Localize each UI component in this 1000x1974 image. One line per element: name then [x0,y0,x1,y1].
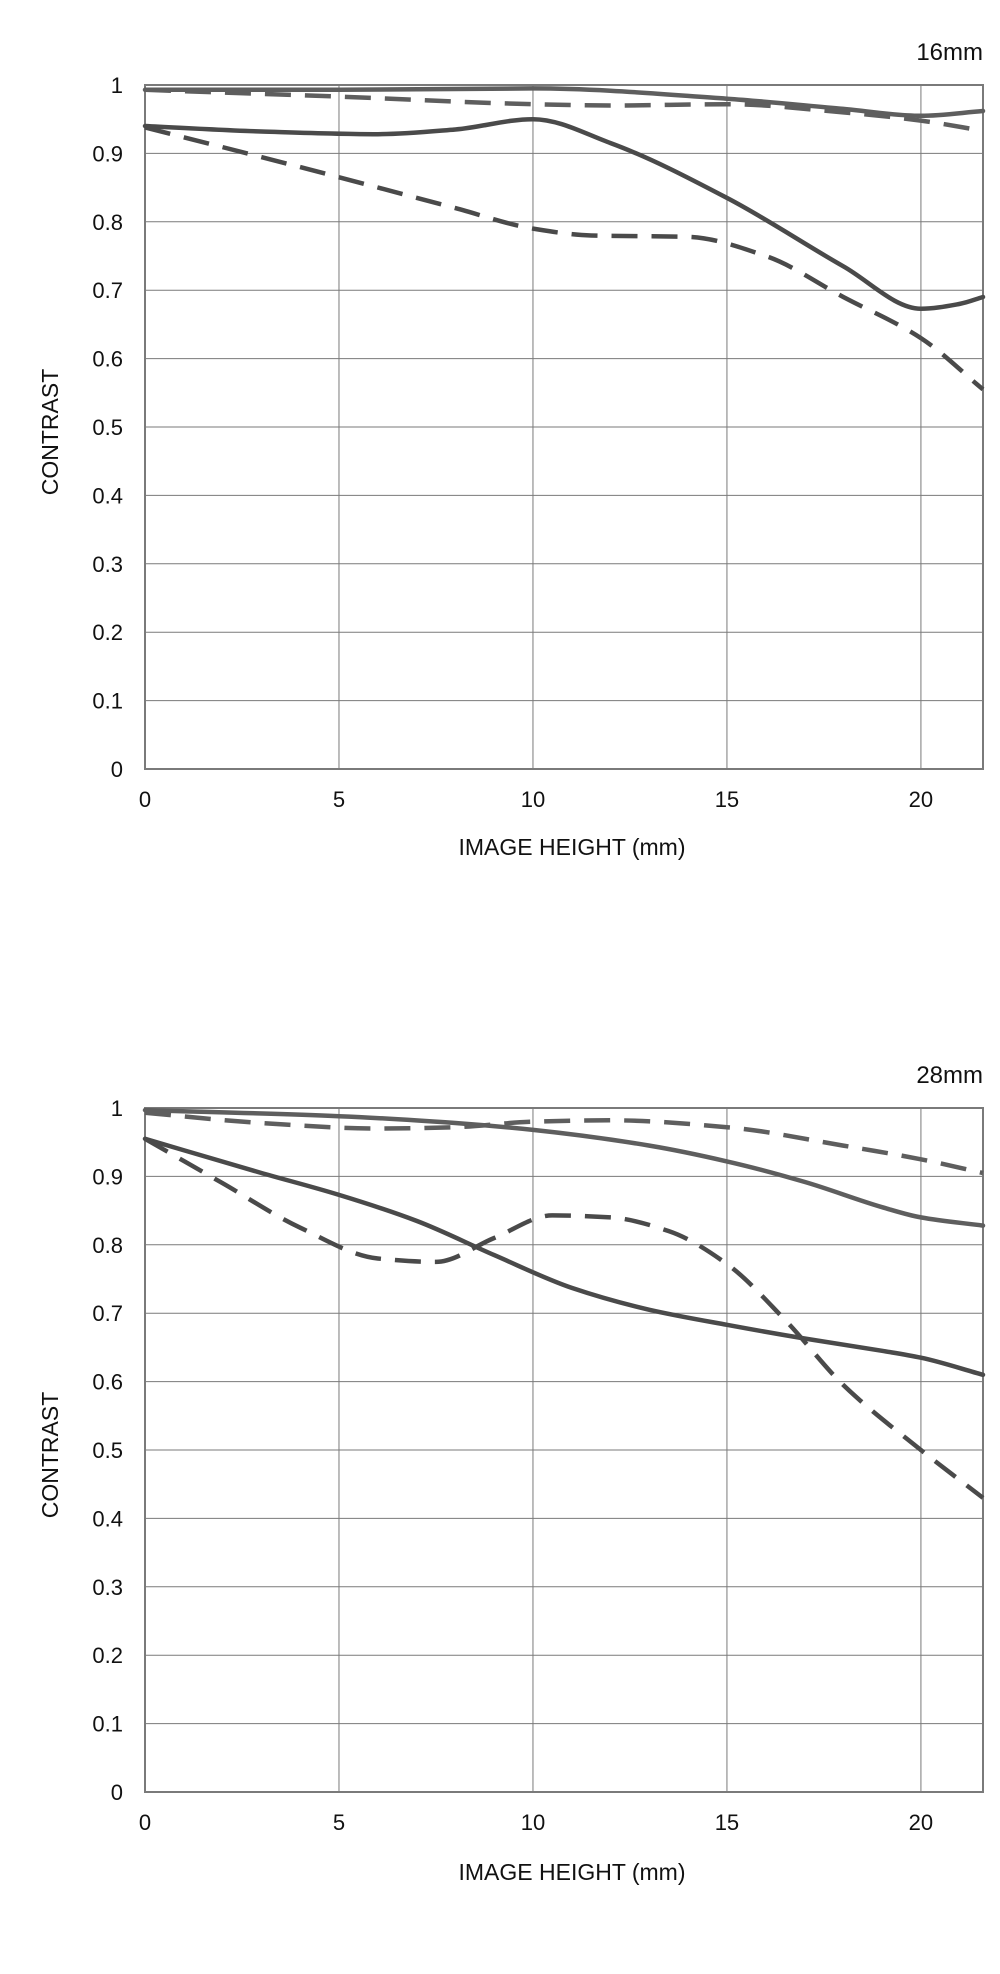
y-tick-label: 0.3 [92,552,123,577]
y-tick-label: 0.9 [92,1164,123,1189]
y-axis-title: CONTRAST [37,369,63,496]
x-axis-title: IMAGE HEIGHT (mm) [458,1859,685,1885]
y-tick-label: 1 [111,73,123,98]
series-line-4 [144,125,985,392]
series-line-3 [142,116,986,311]
y-tick-label: 0.8 [92,1233,123,1258]
series-line-4 [143,1136,985,1500]
plot-frame [144,1107,984,1793]
x-axis-title: IMAGE HEIGHT (mm) [458,834,685,860]
focal-length-label: 16mm [916,39,983,66]
y-tick-label: 0.4 [92,483,123,508]
y-tick-label: 0.1 [92,689,123,714]
series-line-3 [142,1136,986,1378]
x-tick-label: 15 [715,787,739,812]
series-line-1 [142,1107,986,1228]
focal-length-label: 28mm [916,1062,983,1089]
y-tick-label: 1 [111,1096,123,1121]
chart-svg-28mm: 28mm IMAGE HEIGHT (mm) CONTRAST 0 0.1 0.2 0… [37,1062,986,1885]
y-tick-label: 0 [111,1780,123,1805]
y-tick-label: 0 [111,757,123,782]
y-axis-title: CONTRAST [37,1392,63,1519]
x-tick-label: 20 [909,787,933,812]
x-tick-label: 0 [139,787,151,812]
x-tick-label: 5 [333,787,345,812]
x-tick-label: 15 [715,1810,739,1835]
chart-svg-16mm: 16mm IMAGE HEIGHT (mm) CONTRAST 0 0.1 0.2 0… [37,39,986,860]
y-tick-label: 0.8 [92,210,123,235]
y-tick-label: 0.9 [92,141,123,166]
x-tick-label: 10 [521,1810,545,1835]
series-line-1 [142,86,986,119]
y-tick-label: 0.7 [92,1301,123,1326]
mtf-chart-16mm: 16mm IMAGE HEIGHT (mm) CONTRAST 0 0.1 0.2 0… [0,0,1000,947]
y-tick-label: 0.6 [92,347,123,372]
y-tick-label: 0.2 [92,620,123,645]
series-line-2 [144,87,984,134]
y-tick-label: 0.5 [92,415,123,440]
x-tick-label: 5 [333,1810,345,1835]
y-tick-label: 0.2 [92,1643,123,1668]
x-tick-label: 0 [139,1810,151,1835]
y-tick-label: 0.6 [92,1370,123,1395]
y-tick-label: 0.4 [92,1506,123,1531]
plot-frame [144,84,984,770]
mtf-chart-28mm: 28mm IMAGE HEIGHT (mm) CONTRAST 0 0.1 0.2 0… [0,1027,1000,1974]
y-tick-label: 0.1 [92,1712,123,1737]
x-tick-label: 10 [521,787,545,812]
y-tick-label: 0.3 [92,1575,123,1600]
series-line-2 [144,1110,984,1176]
x-tick-label: 20 [909,1810,933,1835]
y-tick-label: 0.5 [92,1438,123,1463]
y-tick-label: 0.7 [92,278,123,303]
